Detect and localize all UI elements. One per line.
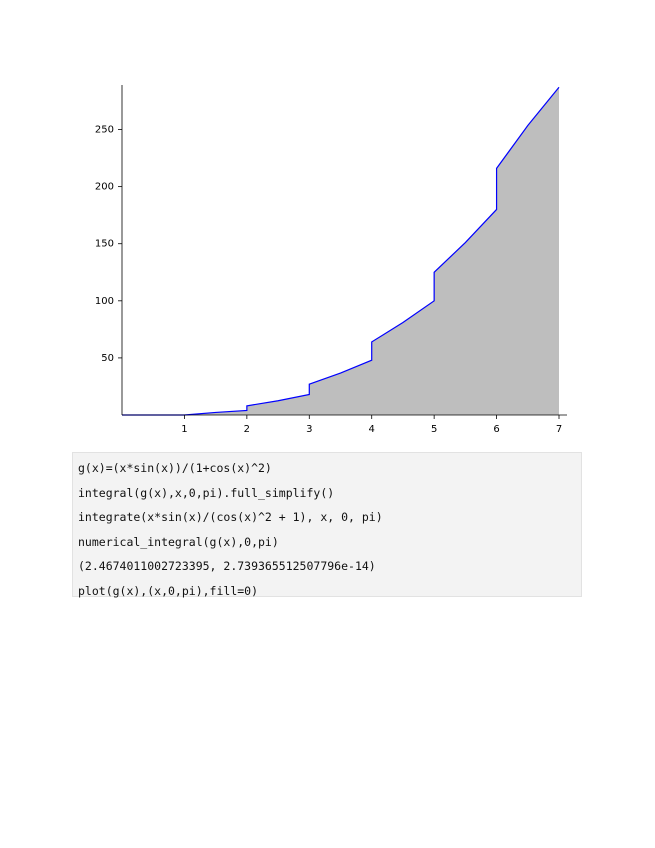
x-tick-label: 6 (493, 424, 499, 435)
y-tick-label: 50 (101, 353, 114, 364)
code-line: plot(g(x),(x,0,pi),fill=0) (78, 583, 259, 598)
code-line: numerical_integral(g(x),0,pi) (78, 534, 279, 549)
code-line: integral(g(x),x,0,pi).full_simplify() (78, 485, 335, 500)
code-line: (2.4674011002723395, 2.739365512507796e-… (78, 559, 376, 573)
y-tick-label: 250 (95, 125, 114, 136)
chart: 50 100 150 200 250 1 2 3 4 5 6 7 (95, 85, 567, 435)
y-tick-label: 200 (95, 182, 114, 193)
code-line: integrate(x*sin(x)/(cos(x)^2 + 1), x, 0,… (78, 510, 383, 524)
x-tick-label: 7 (556, 424, 562, 435)
x-tick-label: 4 (369, 424, 375, 435)
y-tick-label: 100 (95, 296, 114, 307)
x-tick-label: 5 (431, 424, 437, 435)
code-line: g(x)=(x*sin(x))/(1+cos(x)^2) (78, 461, 272, 475)
code-block: g(x)=(x*sin(x))/(1+cos(x)^2) integral(g(x… (72, 452, 582, 598)
area-fill (122, 87, 559, 415)
x-tick-label: 2 (244, 424, 250, 435)
x-tick-label: 1 (181, 424, 187, 435)
y-tick-label: 150 (95, 239, 114, 250)
line (122, 86, 560, 416)
x-tick-label: 3 (306, 424, 312, 435)
